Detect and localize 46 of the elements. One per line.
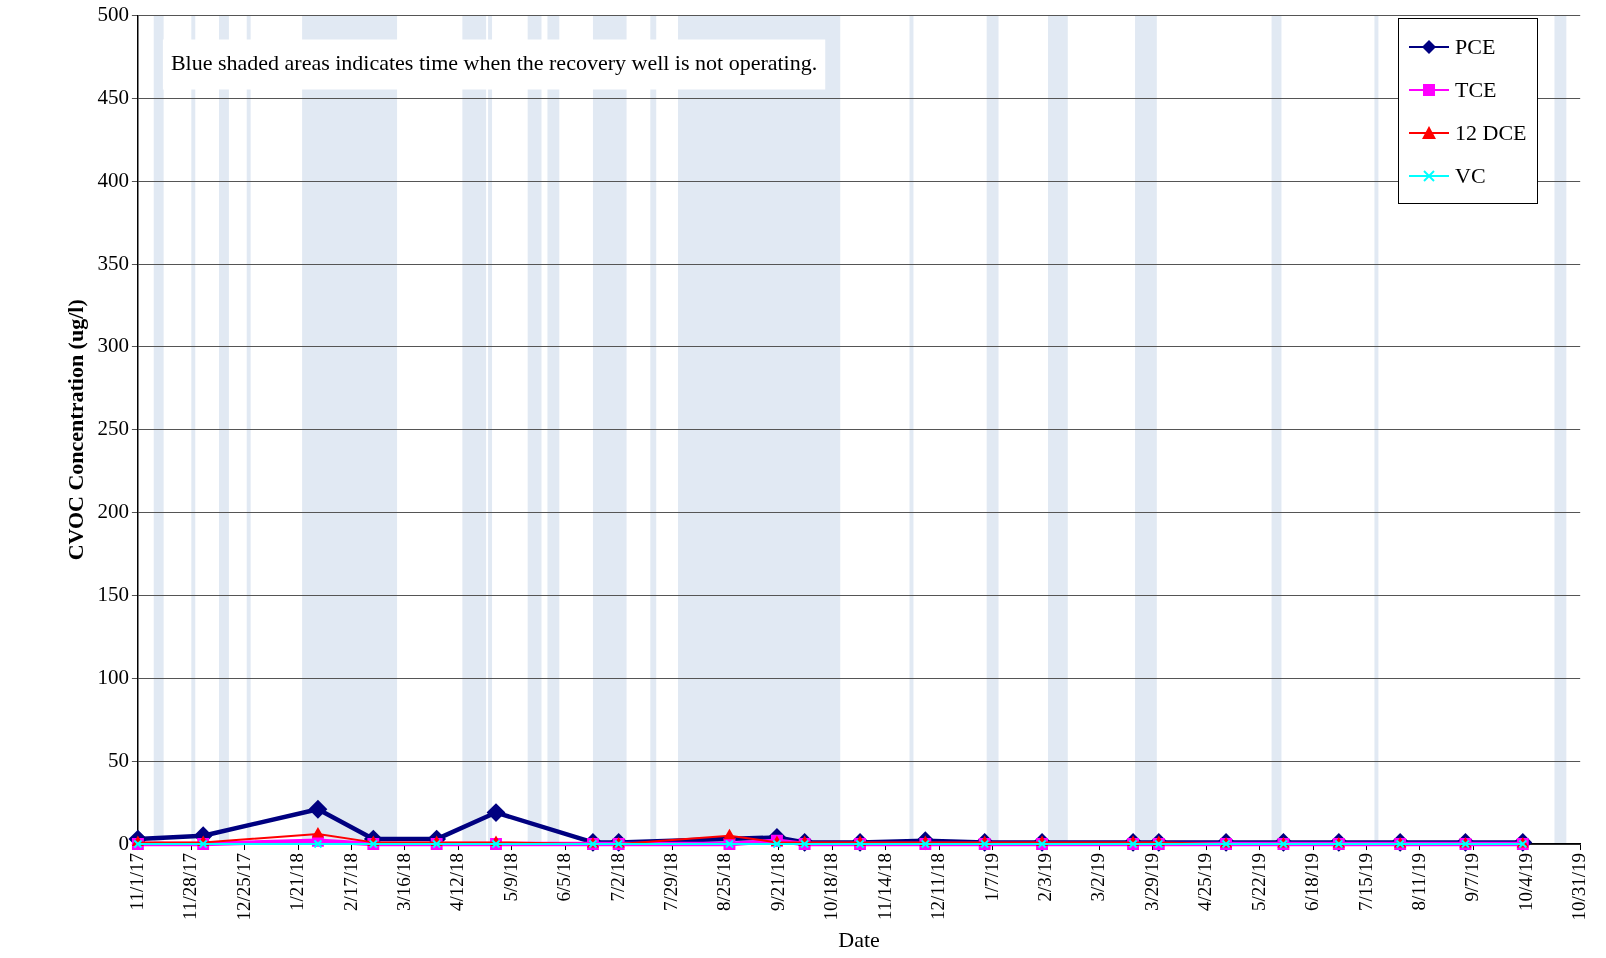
- y-tick-label: 400: [97, 167, 129, 192]
- x-tick-label: 10/18/18: [820, 853, 842, 921]
- x-tick-label: 3/2/19: [1087, 853, 1109, 902]
- x-tick-label: 1/21/18: [286, 853, 308, 912]
- x-tick-label: 3/16/18: [392, 853, 414, 912]
- y-tick-label: 150: [97, 582, 129, 607]
- x-tick-label: 12/25/17: [232, 853, 254, 921]
- x-tick-label: 8/11/19: [1407, 853, 1429, 911]
- x-tick-label: 7/2/18: [606, 853, 628, 902]
- x-tick-label: 7/15/19: [1354, 853, 1376, 912]
- y-tick-label: 50: [107, 747, 129, 772]
- x-tick-label: 9/21/18: [766, 853, 788, 912]
- legend-label: 12 DCE: [1455, 119, 1527, 146]
- x-tick-label: 2/3/19: [1034, 853, 1055, 902]
- legend-label: PCE: [1455, 33, 1496, 60]
- x-tick-label: 6/5/18: [553, 853, 575, 902]
- x-tick-label: 5/9/18: [499, 853, 521, 902]
- x-axis-title: Date: [838, 926, 880, 952]
- y-tick-label: 450: [97, 84, 129, 109]
- y-tick-label: 100: [97, 664, 129, 689]
- x-tick-label: 6/18/19: [1301, 853, 1323, 912]
- x-tick-label: 8/25/18: [713, 853, 735, 912]
- x-tick-label: 4/25/19: [1194, 853, 1216, 912]
- x-tick-label: 1/7/19: [980, 853, 1002, 902]
- annotation: Blue shaded areas indicates time when the recovery well is not operating.: [170, 50, 818, 76]
- legend-label: TCE: [1455, 76, 1497, 103]
- x-tick-label: 11/28/17: [179, 853, 201, 920]
- y-tick-label: 200: [97, 499, 129, 524]
- x-tick-label: 10/4/19: [1514, 853, 1536, 912]
- x-tick-label: 3/29/19: [1140, 853, 1162, 912]
- x-tick-label: 11/14/18: [873, 853, 895, 920]
- x-tick-label: 12/11/18: [927, 853, 949, 920]
- y-tick-label: 350: [97, 250, 129, 275]
- y-tick-label: 300: [97, 333, 129, 358]
- x-tick-label: 2/17/18: [339, 853, 361, 912]
- legend-label: VC: [1455, 162, 1486, 189]
- x-tick-label: 7/29/18: [660, 853, 682, 912]
- x-tick-label: 9/7/19: [1461, 853, 1483, 902]
- x-tick-label: 10/31/19: [1568, 853, 1590, 921]
- x-tick-label: 11/1/17: [125, 853, 147, 911]
- y-axis-title: CVOC Concentration (ug/l): [62, 299, 88, 561]
- y-tick-label: 250: [97, 416, 129, 441]
- y-tick-label: 0: [118, 830, 129, 855]
- y-tick-label: 500: [97, 2, 129, 27]
- x-tick-label: 4/12/18: [446, 853, 468, 912]
- x-tick-label: 5/22/19: [1247, 853, 1269, 912]
